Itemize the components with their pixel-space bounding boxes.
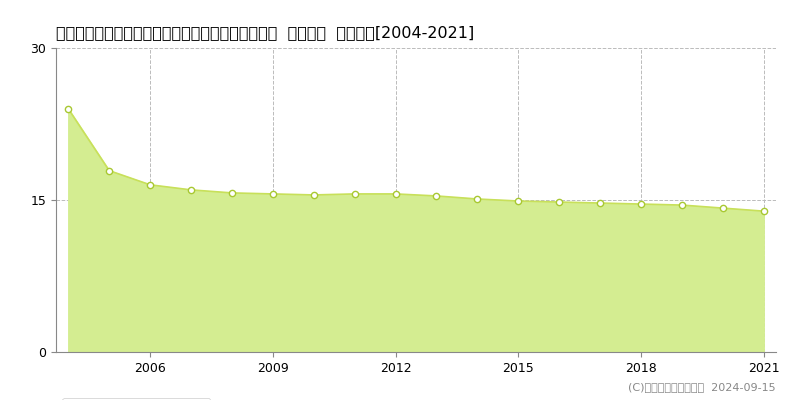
Text: (C)土地価格ドットコム  2024-09-15: (C)土地価格ドットコム 2024-09-15	[628, 382, 776, 392]
Legend: 地価公示 平均坪単価(万円/坪): 地価公示 平均坪単価(万円/坪)	[62, 398, 210, 400]
Text: 愛知県知多郡南知多町大字内海字亥新田１１９番外  地価公示  地価推移[2004-2021]: 愛知県知多郡南知多町大字内海字亥新田１１９番外 地価公示 地価推移[2004-2…	[56, 25, 474, 40]
